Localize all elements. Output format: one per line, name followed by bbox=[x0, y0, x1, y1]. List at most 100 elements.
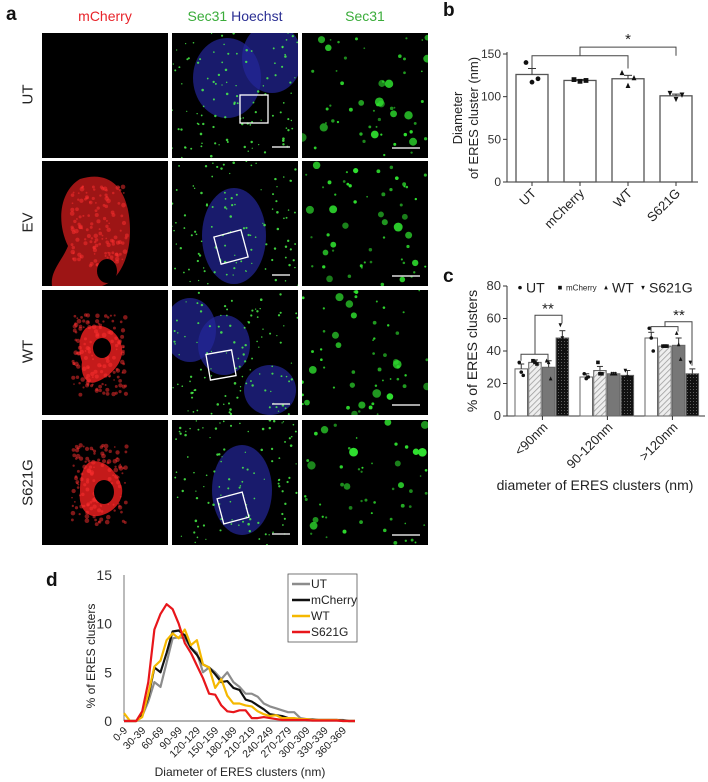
row-label-ut: UT bbox=[19, 84, 37, 105]
bar-mcherry-0 bbox=[528, 361, 542, 417]
WT-marker bbox=[625, 82, 631, 88]
bar-ut-0 bbox=[514, 368, 528, 417]
mCherry-marker bbox=[661, 344, 665, 348]
mCherry-marker bbox=[665, 344, 669, 348]
y-tick-label: 10 bbox=[96, 616, 112, 632]
mCherry-marker bbox=[598, 371, 602, 376]
y-tick-label: 50 bbox=[488, 132, 502, 146]
x-tick-label: 90-120nm bbox=[564, 420, 616, 472]
micrograph-ut-mcherry bbox=[42, 33, 168, 158]
bar-ut bbox=[515, 73, 549, 183]
y-tick-label: 5 bbox=[104, 664, 112, 680]
legend-label-wt: WT bbox=[311, 609, 330, 623]
roi-box bbox=[213, 229, 249, 265]
micrograph-s621g-sec31-hoechst bbox=[172, 420, 298, 545]
column-header-sec31-zoom: Sec31 bbox=[302, 8, 428, 24]
micrograph-s621g-mcherry bbox=[42, 420, 168, 545]
x-tick-label-mcherry: mCherry bbox=[541, 185, 587, 231]
micrograph-s621g-sec31-zoom bbox=[302, 420, 428, 545]
mCherry-marker bbox=[533, 360, 537, 365]
legend-box bbox=[287, 573, 358, 643]
legend-ut-marker bbox=[518, 285, 522, 290]
bar-mcherry-2 bbox=[658, 345, 672, 417]
legend-label-ut: UT bbox=[311, 577, 328, 591]
WT-marker bbox=[631, 74, 637, 81]
bar-s621g-1 bbox=[620, 374, 635, 417]
panel-d-letter: d bbox=[46, 570, 58, 591]
bar-wt bbox=[611, 78, 645, 183]
x-tick-label-ut: UT bbox=[516, 185, 539, 208]
legend-label-ut: UT bbox=[526, 280, 545, 296]
micrograph-ev-sec31-zoom bbox=[302, 161, 428, 286]
micrograph-wt-sec31-zoom bbox=[302, 290, 428, 415]
S621G-marker bbox=[623, 368, 628, 373]
panel-b-letter: b bbox=[443, 0, 455, 21]
WT-marker bbox=[674, 330, 679, 335]
y-tick-label: 150 bbox=[481, 47, 501, 61]
bar-wt-0 bbox=[541, 366, 556, 417]
mCherry-marker bbox=[577, 78, 583, 84]
column-header-hoechst-text: Hoechst bbox=[231, 8, 283, 24]
mCherry-marker bbox=[663, 344, 667, 348]
y-tick-label: 100 bbox=[481, 90, 501, 104]
micrograph-ev-mcherry bbox=[42, 161, 168, 286]
UT-marker bbox=[517, 360, 522, 365]
y-axis-label: % of ERES clusters bbox=[84, 604, 98, 709]
panel-c-letter: c bbox=[443, 266, 454, 287]
x-axis-label: Diameter of ERES clusters (nm) bbox=[155, 765, 326, 779]
UT-marker bbox=[529, 79, 535, 85]
S621G-marker bbox=[679, 92, 685, 98]
micrograph-wt-sec31-hoechst bbox=[172, 290, 298, 415]
micrograph-ev-sec31-hoechst bbox=[172, 161, 298, 286]
bar-ut-1 bbox=[579, 376, 593, 417]
S621G-marker bbox=[627, 376, 632, 381]
y-tick-label: 60 bbox=[487, 311, 501, 326]
y-tick-label: 0 bbox=[494, 408, 501, 423]
S621G-marker bbox=[692, 380, 697, 385]
column-header-mcherry-text: mCherry bbox=[78, 8, 132, 24]
column-header-mcherry: mCherry bbox=[42, 8, 168, 24]
S621G-marker bbox=[690, 375, 695, 380]
x-axis-label: diameter of ERES clusters (nm) bbox=[497, 477, 694, 493]
roi-box bbox=[216, 491, 250, 525]
UT-marker bbox=[519, 370, 524, 374]
legend-s621g-marker bbox=[641, 285, 645, 290]
y-tick-label: 40 bbox=[487, 343, 501, 358]
x-tick-label: <90nm bbox=[512, 420, 551, 459]
legend-wt-marker bbox=[604, 285, 608, 290]
bar-wt-1 bbox=[606, 373, 621, 417]
mCherry-marker bbox=[596, 360, 600, 365]
UT-marker bbox=[582, 371, 587, 376]
bar-s621g-2 bbox=[685, 373, 700, 417]
UT-marker bbox=[535, 76, 541, 82]
mCherry-marker bbox=[571, 77, 577, 82]
significance-stars: ** bbox=[542, 301, 554, 318]
bar-mcherry bbox=[563, 79, 597, 183]
WT-marker bbox=[546, 360, 551, 365]
series-line-wt bbox=[123, 628, 355, 723]
y-axis-label: Diameterof ERES cluster (nm) bbox=[450, 57, 481, 179]
WT-marker bbox=[613, 371, 618, 376]
legend-mcherry-marker bbox=[558, 285, 562, 290]
x-tick-label: >120nm bbox=[636, 420, 680, 464]
bar-s621g bbox=[659, 95, 693, 183]
significance-stars: ** bbox=[673, 307, 685, 324]
UT-marker bbox=[647, 326, 652, 331]
column-header-sec31-hoechst: Sec31 Hoechst bbox=[172, 8, 298, 24]
WT-marker bbox=[676, 342, 681, 347]
y-tick-label: 0 bbox=[494, 175, 501, 189]
column-header-sec31-zoom-text: Sec31 bbox=[345, 8, 385, 24]
micrograph-ut-sec31-hoechst bbox=[172, 33, 298, 158]
y-tick-label: 20 bbox=[487, 376, 501, 391]
x-tick-label-wt: WT bbox=[610, 185, 635, 210]
micrograph-ut-sec31-zoom bbox=[302, 33, 428, 158]
legend-label-s621g: S621G bbox=[649, 280, 693, 296]
S621G-marker bbox=[673, 96, 679, 103]
y-tick-label: 80 bbox=[487, 278, 501, 293]
UT-marker bbox=[523, 60, 529, 65]
UT-marker bbox=[649, 336, 654, 340]
panel-a-letter: a bbox=[6, 4, 17, 25]
mCherry-marker bbox=[531, 358, 535, 363]
series-line-s621g bbox=[124, 603, 355, 723]
S621G-marker bbox=[562, 349, 567, 354]
